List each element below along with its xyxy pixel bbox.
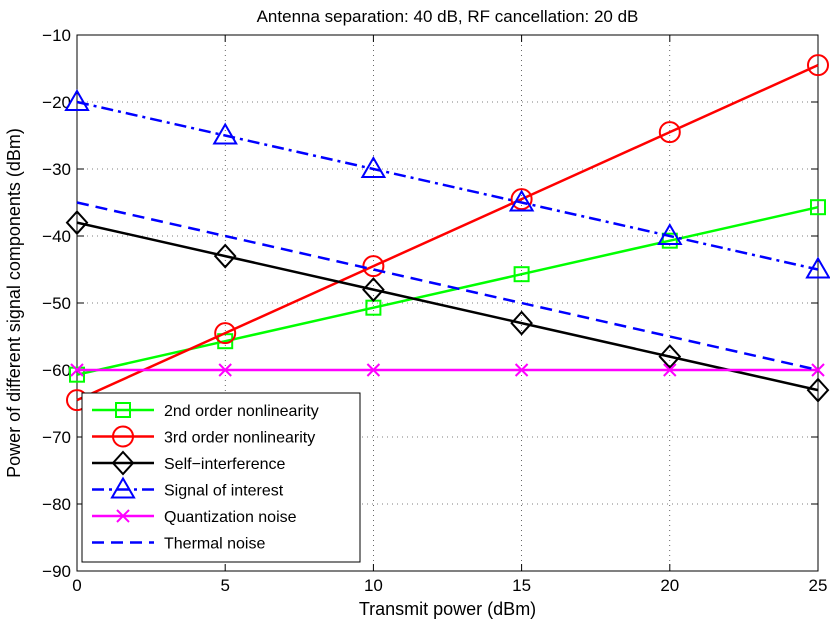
x-marker-stroke <box>811 363 825 377</box>
series-2 <box>65 210 830 403</box>
legend-marker <box>116 509 130 523</box>
data-point <box>807 54 829 77</box>
y-tick-label: −50 <box>42 294 71 313</box>
y-tick-label: −70 <box>42 428 71 447</box>
x-tick-label: 5 <box>220 576 229 595</box>
legend-entry: Self−interference <box>92 450 286 476</box>
data-point <box>65 210 89 236</box>
data-point <box>806 377 830 403</box>
legend-marker <box>115 402 131 418</box>
chart-title: Antenna separation: 40 dB, RF cancellati… <box>257 7 639 26</box>
series-5 <box>76 201 819 372</box>
x-marker-stroke <box>116 509 130 523</box>
legend-entry: Thermal noise <box>92 536 265 553</box>
legend-marker <box>111 450 135 476</box>
legend-entry: 2nd order nonlinearity <box>92 402 319 420</box>
data-point <box>212 122 238 145</box>
x-tick-label: 15 <box>512 576 531 595</box>
y-tick-label: −20 <box>42 93 71 112</box>
x-marker-stroke <box>70 363 84 377</box>
series-line <box>76 64 819 402</box>
series-line <box>76 100 819 271</box>
data-point <box>360 156 387 178</box>
legend-box <box>81 392 361 563</box>
legend-entry: Signal of interest <box>92 476 284 500</box>
data-point <box>658 344 682 370</box>
series-3 <box>64 89 830 279</box>
data-point <box>657 223 683 245</box>
legend-label: 3rd order nonlinearity <box>164 430 315 447</box>
data-point <box>214 322 237 345</box>
legend-label: Signal of interest <box>164 483 284 500</box>
data-point <box>810 199 826 216</box>
legend: 2nd order nonlinearity 3rd order nonlinea… <box>81 392 361 563</box>
data-point <box>69 366 85 383</box>
legend-entry: 3rd order nonlinearity <box>92 425 315 448</box>
data-point <box>366 363 381 377</box>
data-point <box>213 243 237 269</box>
series-4 <box>70 363 825 377</box>
x-marker-stroke <box>218 363 232 377</box>
y-axis-title: Power of different signal components (dB… <box>4 128 24 478</box>
y-tick-label: −10 <box>42 26 71 45</box>
legend-marker <box>112 425 134 448</box>
data-point <box>70 363 84 377</box>
data-point <box>658 121 681 144</box>
legend-label: Self−interference <box>164 456 286 473</box>
data-point <box>362 277 385 303</box>
data-point <box>663 363 677 377</box>
y-tick-label: −80 <box>42 495 71 514</box>
x-marker-stroke <box>663 363 677 377</box>
series-line <box>76 205 819 376</box>
data-point <box>510 188 533 211</box>
data-point <box>514 363 529 377</box>
x-tick-label: 25 <box>809 576 828 595</box>
data-point <box>218 363 232 377</box>
legend-label: Thermal noise <box>164 536 265 553</box>
series-line <box>76 221 819 392</box>
x-tick-label: 0 <box>72 576 81 595</box>
data-point <box>811 363 825 377</box>
y-tick-label: −60 <box>42 361 71 380</box>
legend-label: Quantization noise <box>164 509 297 526</box>
y-tick-label: −30 <box>42 160 71 179</box>
data-point <box>513 266 530 283</box>
series-line <box>76 201 819 372</box>
x-tick-label: 20 <box>660 576 679 595</box>
data-point <box>805 256 830 279</box>
legend-label: 2nd order nonlinearity <box>164 403 319 420</box>
x-marker-stroke <box>514 363 529 377</box>
x-axis-title: Transmit power (dBm) <box>359 599 536 619</box>
y-tick-label: −40 <box>42 227 71 246</box>
axis-ticks: 0 5 10 15 20 25 −90 −80 −70 −60 −50 −40 −30 −20 −10 <box>42 26 827 595</box>
data-point <box>661 232 678 249</box>
legend-marker <box>110 476 136 499</box>
series-layer <box>64 54 830 412</box>
series-0 <box>69 199 826 383</box>
data-point <box>510 310 533 336</box>
x-marker-stroke <box>366 363 381 377</box>
data-point <box>508 189 535 212</box>
y-tick-label: −90 <box>42 562 71 581</box>
data-point <box>64 89 90 111</box>
series-1 <box>66 54 829 412</box>
legend-entry: Quantization noise <box>92 509 297 526</box>
x-tick-label: 10 <box>364 576 383 595</box>
